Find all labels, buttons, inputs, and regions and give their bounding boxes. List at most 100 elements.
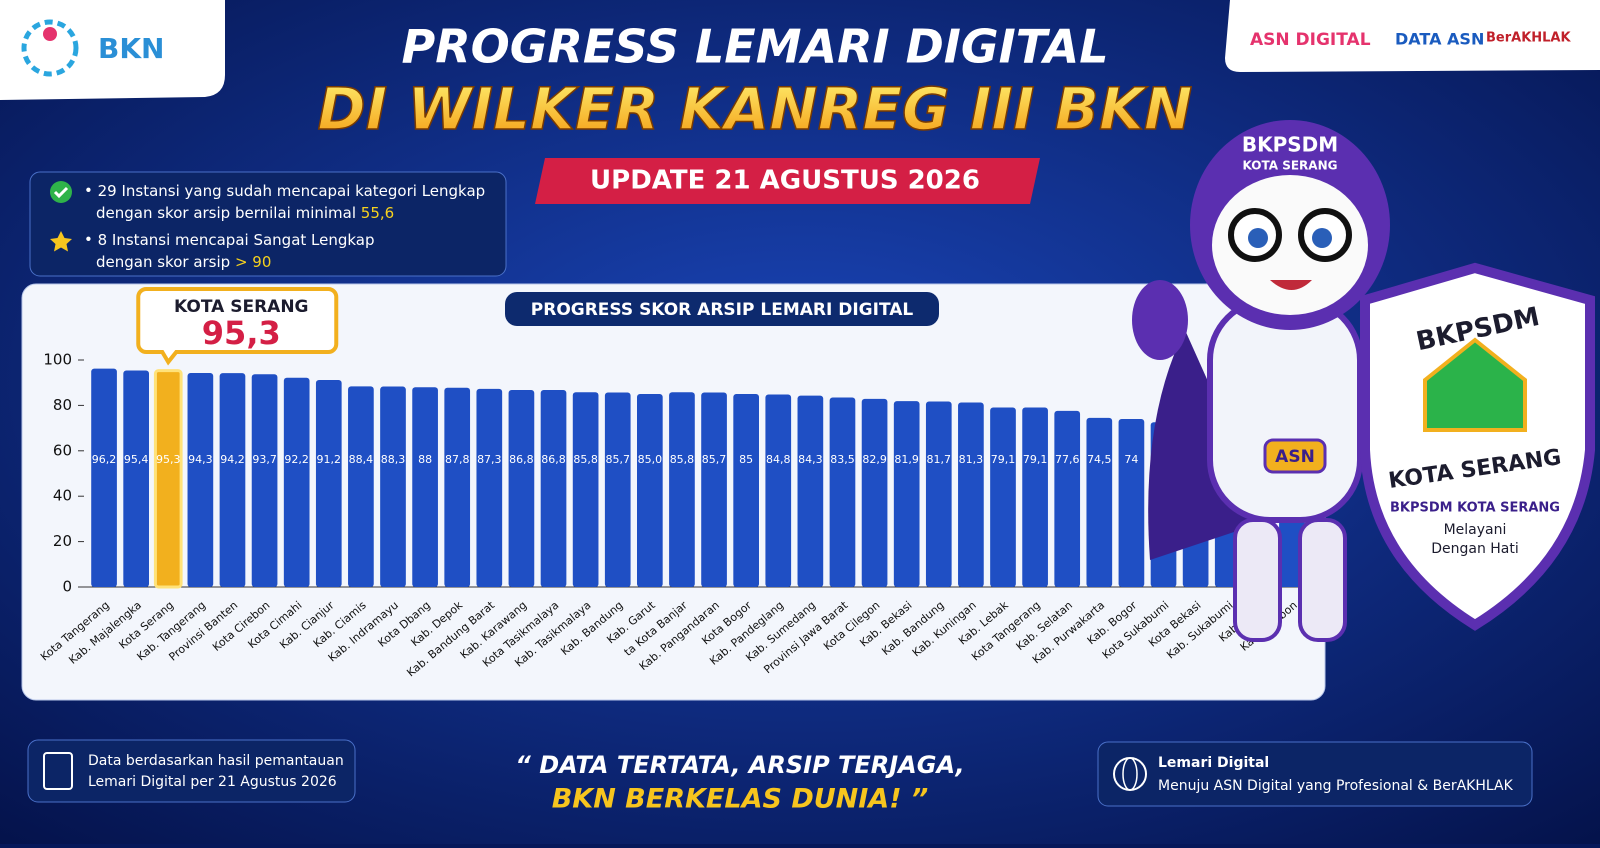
value-label: 85,0 <box>638 453 663 466</box>
mascot-badge-text: ASN <box>1275 447 1315 467</box>
value-label: 85 <box>739 453 753 466</box>
value-label: 79,1 <box>1023 453 1048 466</box>
star-icon <box>50 231 72 252</box>
value-label: 88,3 <box>381 453 406 466</box>
bar <box>1086 417 1113 587</box>
logo-icon <box>21 19 79 77</box>
value-label: 86,8 <box>509 453 534 466</box>
mascot-helmet-text: BKPSDM <box>1242 133 1338 157</box>
mascot-eye <box>1312 228 1332 248</box>
chart-title: PROGRESS SKOR ARSIP LEMARI DIGITAL <box>531 300 914 320</box>
note-highlight: > 90 <box>235 253 271 271</box>
check-icon <box>53 186 69 199</box>
shield-text: Melayani <box>1444 522 1507 538</box>
footer-text: Lemari Digital <box>1158 755 1269 771</box>
note-highlight: 55,6 <box>361 204 394 222</box>
mascot-badge <box>1263 438 1327 474</box>
footer-panel <box>1097 741 1533 807</box>
update-ribbon <box>535 158 1040 204</box>
mascot-eye <box>1248 228 1268 248</box>
value-label: 84,8 <box>766 453 791 466</box>
partner-panel <box>1225 0 1600 72</box>
bar <box>1118 419 1145 587</box>
value-label: 83,5 <box>830 453 855 466</box>
logo-text: BKN <box>98 32 164 65</box>
bar <box>925 401 952 587</box>
bar <box>123 370 149 587</box>
value-label: 81,9 <box>894 453 919 466</box>
bar <box>476 388 503 587</box>
value-label: 91,2 <box>317 453 342 466</box>
bar <box>1054 410 1081 587</box>
partner-logo: DATA ASN <box>1395 30 1484 49</box>
bar <box>990 407 1016 587</box>
note-text: 8 Instansi mencapai Sangat Lengkap <box>98 231 375 249</box>
shield-text: Dengan Hati <box>1431 541 1519 557</box>
value-label: 95,3 <box>156 453 181 466</box>
note-text: dengan skor arsip <box>96 253 230 271</box>
bar <box>444 387 471 587</box>
bar <box>765 394 792 587</box>
value-label: 81,7 <box>927 453 952 466</box>
note-text: dengan skor arsip > 90 <box>96 253 271 271</box>
partner-logo: BerAKHLAK <box>1486 31 1571 46</box>
value-label: 87,3 <box>477 453 502 466</box>
notes-panel <box>29 171 507 277</box>
shield-text: BKPSDM KOTA SERANG <box>1390 501 1560 516</box>
value-label: 93,7 <box>252 453 277 466</box>
globe-icon <box>1122 757 1138 791</box>
mascot-leg <box>1233 518 1282 642</box>
logo-icon <box>43 27 57 41</box>
shield <box>1360 262 1595 631</box>
footer-text: Data berdasarkan hasil pemantauan <box>88 753 344 769</box>
bar <box>861 398 888 587</box>
bar <box>701 392 727 587</box>
value-label: 96,2 <box>92 453 117 466</box>
footer-text: Lemari Digital per 21 Agustus 2026 <box>88 774 337 790</box>
note-text: dengan skor arsip bernilai minimal <box>96 204 356 222</box>
note-text: 29 Instansi yang sudah mencapai kategori… <box>98 182 486 200</box>
callout-value: 95,3 <box>202 314 281 352</box>
y-tick-label: 0 <box>62 578 72 596</box>
callout-label: KOTA SERANG <box>174 297 309 317</box>
shield-ribbon-text: KOTA SERANG <box>1431 430 1518 443</box>
y-tick-label: 20 <box>53 532 72 550</box>
bar <box>91 368 117 587</box>
bar <box>540 389 567 587</box>
bar <box>219 373 246 587</box>
highlight-bar <box>153 369 183 589</box>
value-label: 81,3 <box>959 453 984 466</box>
bar <box>958 402 984 587</box>
bar <box>572 392 599 587</box>
bar <box>797 395 824 587</box>
mascot-thumb <box>1132 280 1188 360</box>
value-label: 74 <box>1124 453 1138 466</box>
update-date: UPDATE 21 AGUSTUS 2026 <box>590 166 980 196</box>
bar <box>412 387 438 587</box>
bar <box>348 386 374 587</box>
bar <box>251 374 278 587</box>
note-text: • 29 Instansi yang sudah mencapai katego… <box>84 182 485 200</box>
value-label: 87,8 <box>445 453 470 466</box>
value-label: 74,5 <box>1087 453 1112 466</box>
bar <box>380 386 406 587</box>
value-label: 84,3 <box>798 453 823 466</box>
mascot-mouth <box>1270 280 1312 290</box>
value-label: 85,8 <box>573 453 598 466</box>
mascot: BKPSDM KOTA SERANG ASN BKPSDM KOTA SERAN… <box>1132 120 1595 642</box>
value-label: 95,4 <box>124 453 149 466</box>
partner-logo: ASN DIGITAL <box>1250 30 1371 50</box>
bar <box>669 392 695 587</box>
bar <box>733 394 759 587</box>
chart-title-pill <box>505 292 939 326</box>
bar <box>893 401 920 587</box>
value-label: 85,7 <box>702 453 727 466</box>
footer-quote: BKN BERKELAS DUNIA! ” <box>552 784 929 815</box>
bar <box>829 397 856 587</box>
mascot-helmet-text: KOTA SERANG <box>1243 159 1338 173</box>
y-tick-label: 60 <box>53 441 72 459</box>
bar <box>315 379 342 587</box>
value-label: 92,2 <box>284 453 309 466</box>
